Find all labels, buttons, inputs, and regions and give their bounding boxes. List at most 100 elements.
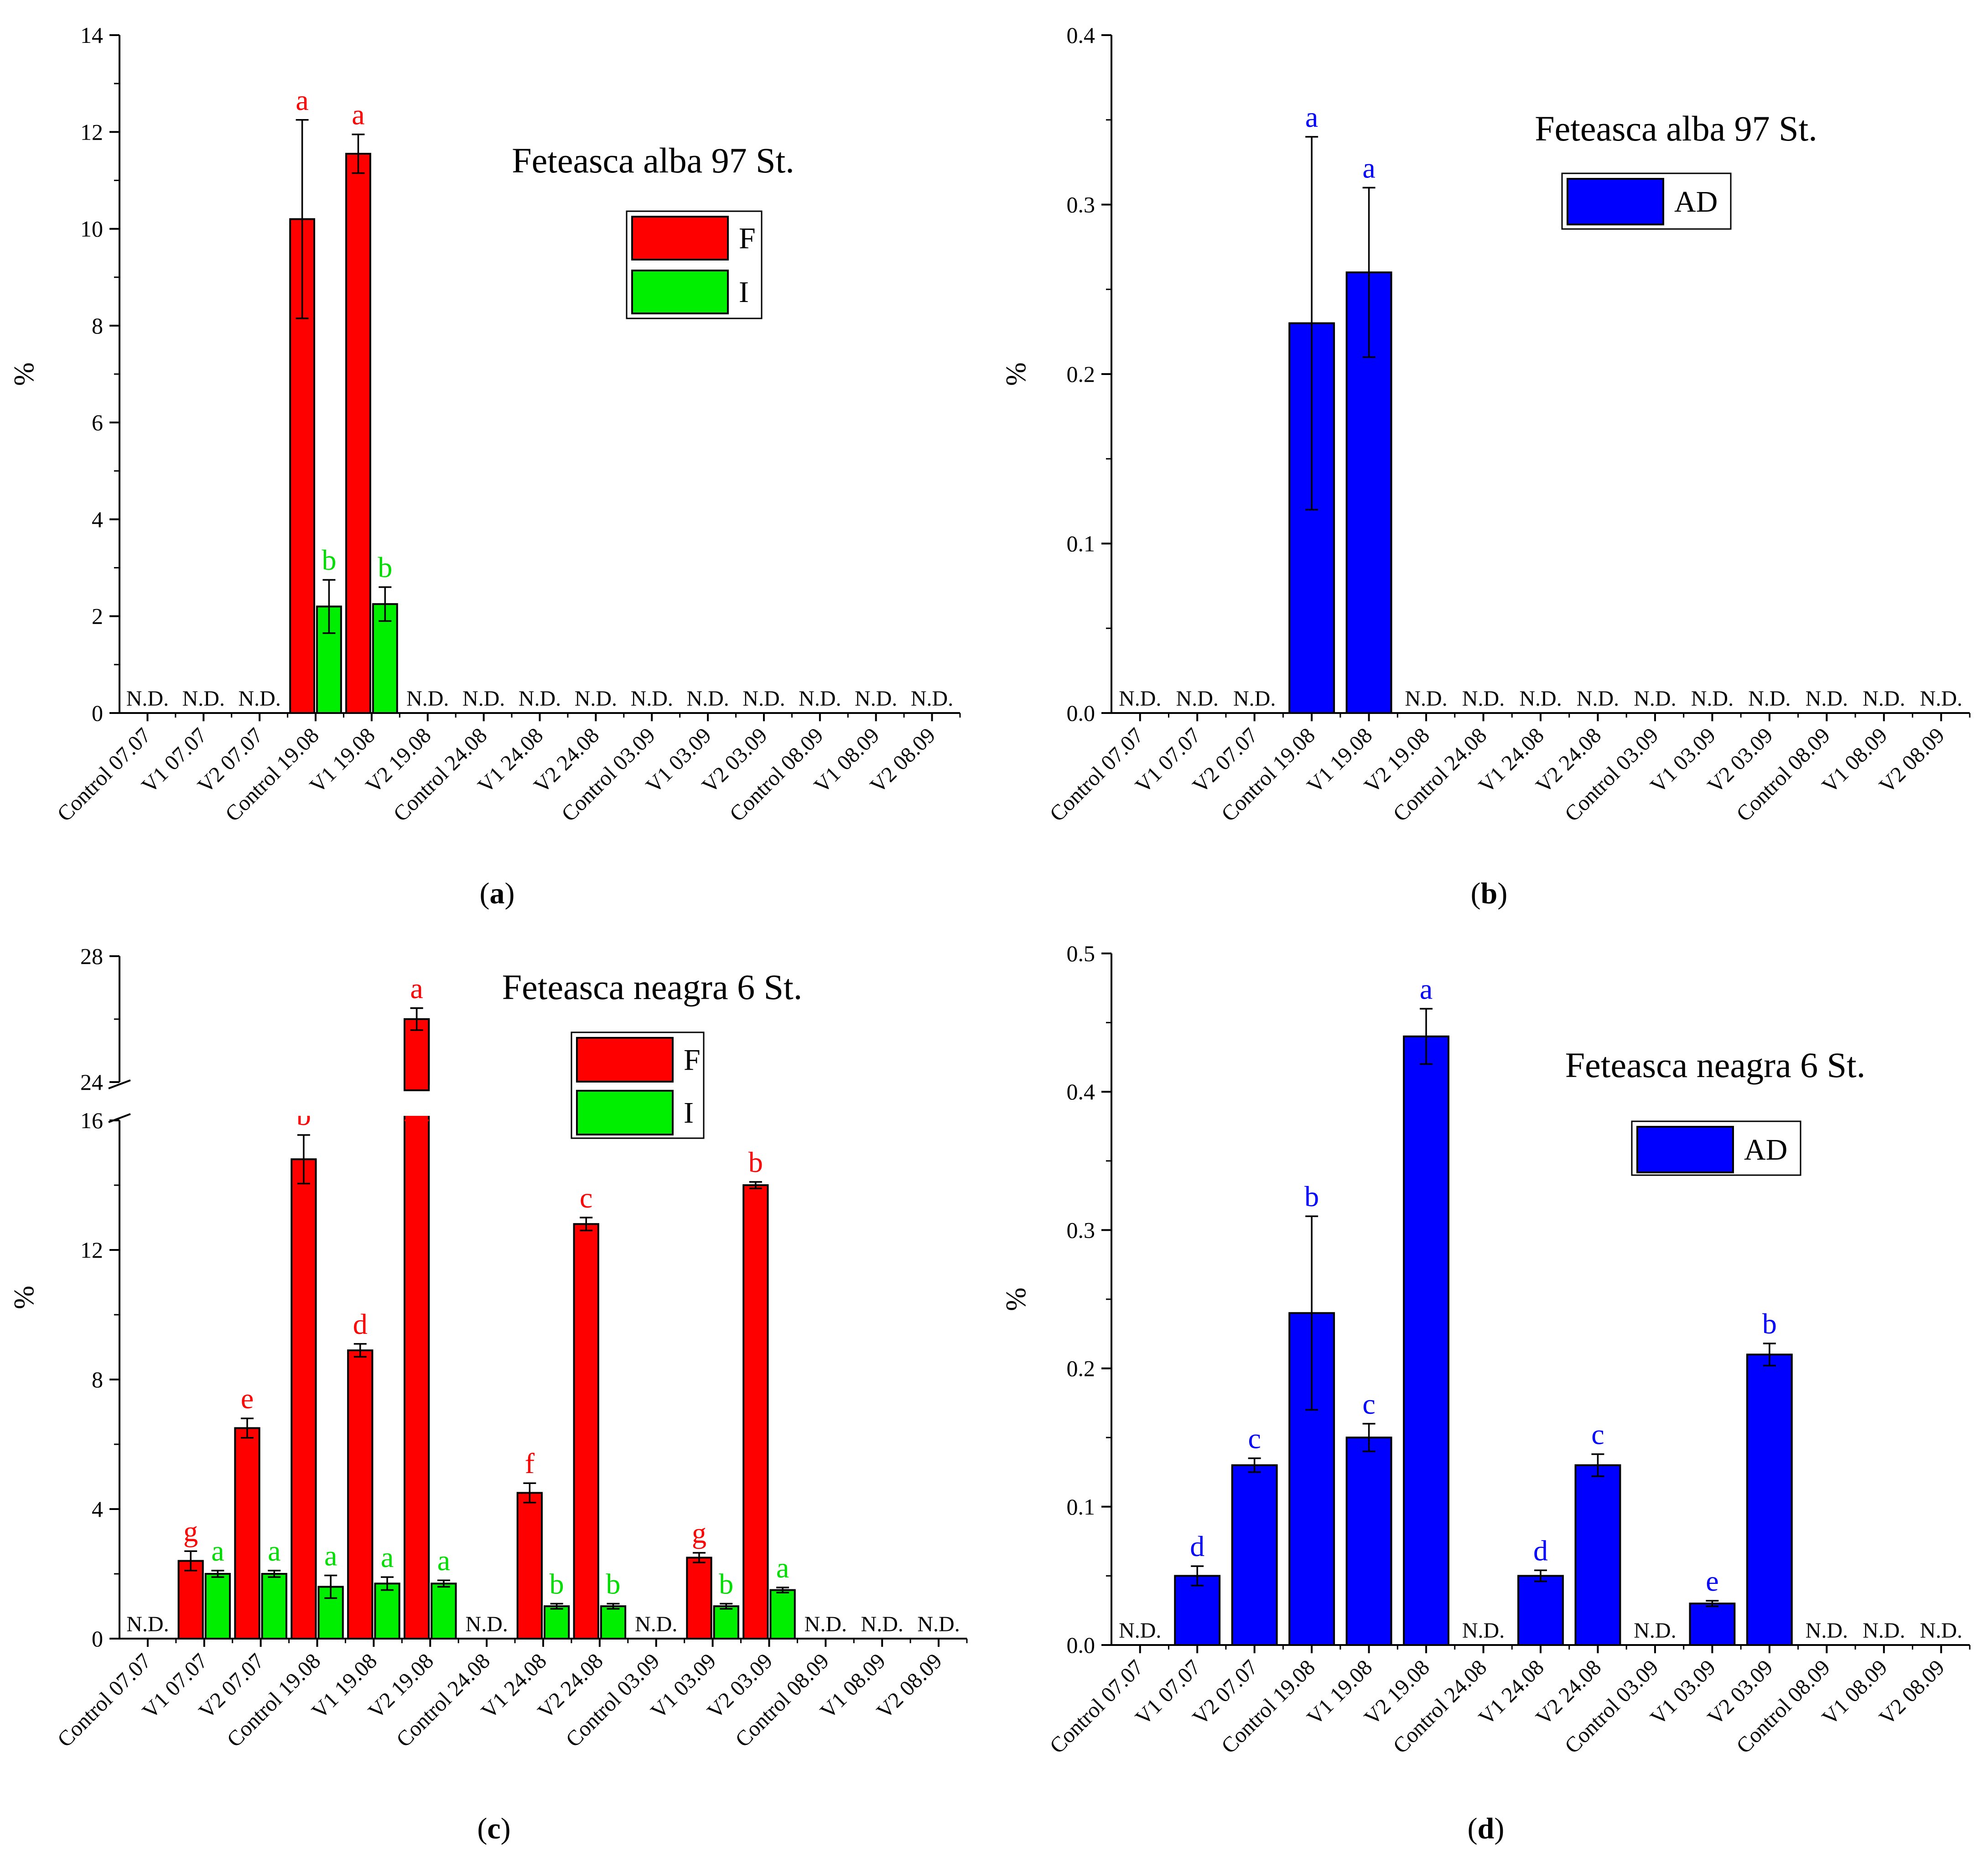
bar-c-F-10	[686, 1557, 712, 1640]
significance-letter-c: a	[268, 1535, 280, 1567]
axes-a	[119, 35, 960, 714]
significance-letter-c: g	[692, 1517, 706, 1549]
error-bar-b-AD-3	[1305, 136, 1318, 510]
not-detected-label: N.D.	[1863, 687, 1905, 711]
not-detected-label: N.D.	[1462, 1619, 1505, 1643]
chart-title: Feteasca neagra 6 St.	[502, 967, 802, 1007]
error-bar-d-AD-1	[1191, 1565, 1204, 1587]
error-bar-d-AD-3	[1305, 1215, 1318, 1411]
y-tick-label: 8	[92, 313, 103, 338]
not-detected-label: N.D.	[1519, 687, 1562, 711]
error-bar-c-F-2	[241, 1417, 254, 1439]
y-tick-label: 0.1	[1067, 1494, 1095, 1520]
not-detected-label: N.D.	[126, 687, 169, 711]
significance-letter-c: a	[324, 1540, 337, 1572]
significance-letter-a: a	[296, 84, 308, 116]
error-bar-c-I-4	[381, 1576, 394, 1591]
significance-letter-c: b	[748, 1146, 763, 1178]
y-tick-label: 0.2	[1067, 361, 1095, 387]
error-bar-d-AD-11	[1763, 1343, 1776, 1367]
significance-letter-d: a	[1420, 973, 1433, 1005]
bar-c-F-4	[347, 1349, 374, 1640]
error-bar-c-F-8	[580, 1217, 593, 1232]
significance-letter-b: a	[1362, 151, 1375, 184]
significance-letter-b: a	[1305, 101, 1318, 133]
error-bar-d-AD-7	[1534, 1569, 1547, 1583]
y-tick-label: 0.4	[1067, 22, 1095, 48]
not-detected-label: N.D.	[799, 687, 841, 711]
not-detected-label: N.D.	[1920, 687, 1962, 711]
error-bar-c-F-11	[749, 1181, 762, 1189]
y-tick-label: 0.1	[1067, 531, 1095, 557]
not-detected-label: N.D.	[686, 687, 729, 711]
y-tick-label: 4	[92, 506, 103, 532]
not-detected-label: N.D.	[861, 1612, 903, 1636]
panel-caption: (a)	[480, 877, 515, 910]
y-tick-label: 24	[80, 1069, 103, 1095]
not-detected-label: N.D.	[1119, 1619, 1161, 1643]
not-detected-label: N.D.	[1806, 687, 1848, 711]
bar-d-AD-10	[1689, 1603, 1736, 1646]
y-tick-label: 0.2	[1067, 1356, 1095, 1381]
y-tick-label: 14	[80, 22, 103, 48]
not-detected-label: N.D.	[182, 687, 225, 711]
y-tick-label: 0.0	[1067, 1632, 1095, 1658]
panel-caption-letter: c	[487, 1812, 500, 1845]
y-tick-label: 0.0	[1067, 700, 1095, 726]
error-bar-d-AD-8	[1591, 1453, 1604, 1477]
x-tick-label: Control 07.07	[1045, 1655, 1148, 1758]
significance-letter-a: a	[352, 99, 364, 131]
not-detected-label: N.D.	[239, 687, 281, 711]
axis-break-mark	[108, 1079, 131, 1089]
legend-label-F: F	[684, 1043, 701, 1077]
y-axis-title: %	[9, 1286, 40, 1309]
error-bar-b-AD-4	[1362, 187, 1376, 358]
significance-letter-c: b	[719, 1567, 733, 1600]
y-axis-title: %	[1001, 1287, 1032, 1311]
chart-title: Feteasca alba 97 St.	[1535, 109, 1817, 148]
significance-letter-c: b	[606, 1567, 620, 1600]
panel-d: d c b c a d c e b 0.0 0.1 0.2 0.3 0.4 0.5 Control 07.07…	[1001, 941, 1971, 1845]
axis-break-gap	[120, 1085, 968, 1116]
not-detected-label: N.D.	[1634, 687, 1676, 711]
y-tick-label: 16	[80, 1108, 103, 1133]
significance-letter-d: c	[1362, 1388, 1375, 1420]
panel-caption: (c)	[477, 1812, 510, 1845]
bar-c-I-10	[713, 1605, 739, 1640]
not-detected-label: N.D.	[1920, 1619, 1962, 1643]
chart-title: Feteasca alba 97 St.	[512, 141, 794, 180]
panel-caption-letter: d	[1478, 1812, 1495, 1845]
not-detected-label: N.D.	[742, 687, 785, 711]
bar-d-AD-8	[1574, 1464, 1621, 1646]
legend-swatch-F	[576, 1037, 674, 1083]
y-tick-label: 0	[92, 1626, 103, 1651]
y-tick-label: 0	[92, 700, 103, 726]
x-tick-label: Control 07.07	[52, 723, 156, 826]
significance-letter-d: e	[1706, 1565, 1718, 1597]
significance-letter-d: c	[1591, 1418, 1604, 1451]
bar-c-F-11	[742, 1184, 769, 1640]
error-bar-c-F-1	[184, 1550, 197, 1572]
y-tick-label: 0.5	[1067, 941, 1095, 966]
error-bar-a-I-3	[322, 579, 336, 634]
bar-break-gap-5	[403, 1092, 431, 1098]
bar-c-I-4	[374, 1583, 400, 1640]
significance-letter-c: c	[580, 1182, 592, 1214]
not-detected-label: N.D.	[1691, 687, 1734, 711]
error-bar-a-F-4	[352, 133, 365, 174]
not-detected-label: N.D.	[805, 1612, 847, 1636]
not-detected-label: N.D.	[1806, 1619, 1848, 1643]
not-detected-label: N.D.	[1233, 687, 1276, 711]
not-detected-label: N.D.	[406, 687, 449, 711]
error-bar-c-I-2	[268, 1570, 281, 1578]
bar-c-F-7	[516, 1492, 543, 1640]
not-detected-label: N.D.	[1462, 687, 1505, 711]
bar-d-AD-5	[1403, 1035, 1449, 1646]
error-bar-c-F-7	[523, 1482, 536, 1504]
error-bar-c-F-10	[692, 1552, 706, 1563]
bar-c-I-7	[544, 1605, 570, 1640]
bar-c-F-8	[573, 1223, 599, 1640]
not-detected-label: N.D.	[575, 687, 617, 711]
error-bar-upper-5	[410, 1007, 423, 1031]
